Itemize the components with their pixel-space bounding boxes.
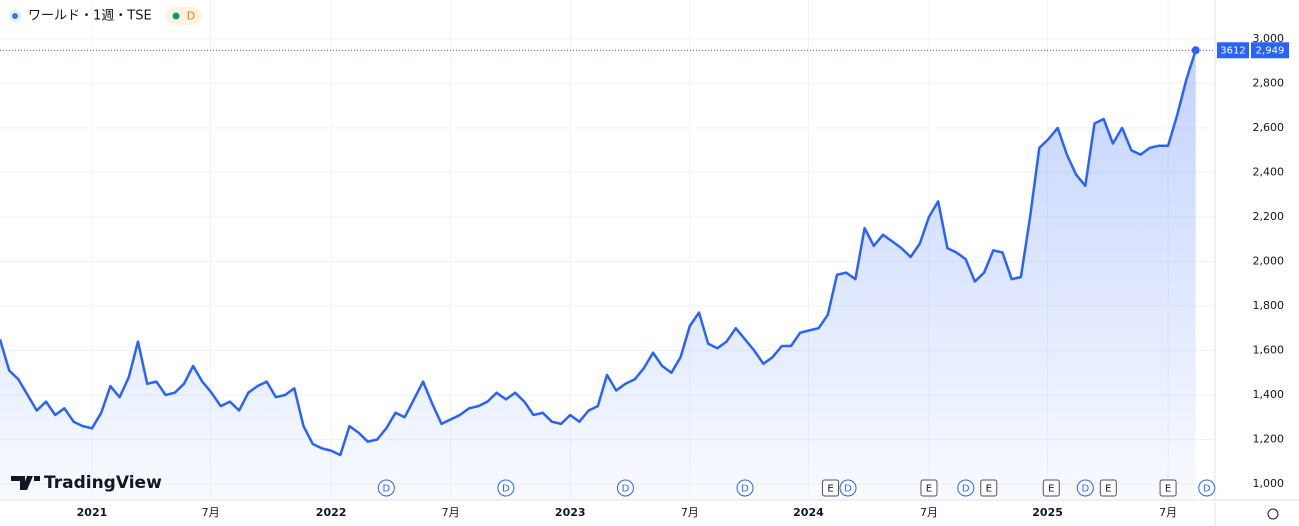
price-line: [0, 49, 1197, 457]
x-tick-label: 7月: [202, 506, 220, 519]
y-tick-label: 2,600: [1253, 121, 1285, 134]
y-tick-label: 1,600: [1253, 343, 1285, 356]
event-marker[interactable]: [497, 479, 515, 497]
event-label: E: [1105, 484, 1111, 495]
y-tick-label: 3,000: [1253, 32, 1285, 45]
x-tick-label: 2025: [1032, 506, 1063, 519]
x-tick-label: 7月: [1159, 506, 1177, 519]
event-label: D: [962, 484, 970, 495]
event-label: D: [622, 484, 630, 495]
event-label: E: [1165, 484, 1171, 495]
y-tick-label: 2,200: [1253, 210, 1285, 223]
y-tick-label: 1,400: [1253, 388, 1285, 401]
event-marker[interactable]: [920, 479, 938, 497]
symbol-tag: 3612: [1220, 45, 1245, 56]
status-dot: [172, 12, 180, 20]
x-tick-label: 2023: [555, 506, 586, 519]
x-tick-label: 7月: [442, 506, 460, 519]
badge[interactable]: D: [187, 10, 195, 23]
logo-mark: [11, 476, 40, 490]
header-title[interactable]: ワールド・1週・TSE: [28, 9, 152, 24]
x-tick-label: 2024: [793, 506, 824, 519]
event-label: E: [827, 484, 833, 495]
event-marker[interactable]: [1198, 479, 1216, 497]
event-label: E: [986, 484, 992, 495]
event-marker[interactable]: [377, 479, 395, 497]
settings-icon[interactable]: [1267, 508, 1279, 520]
symbol-tag-bg: [1217, 42, 1249, 59]
event-label: E: [926, 484, 932, 495]
price-tag: 2,949: [1256, 45, 1285, 56]
event-marker[interactable]: [980, 479, 998, 497]
symbol-icon: [12, 13, 18, 19]
event-label: D: [382, 484, 390, 495]
event-marker[interactable]: [616, 479, 634, 497]
event-label: D: [741, 484, 749, 495]
x-tick-label: 7月: [920, 506, 938, 519]
event-marker[interactable]: [736, 479, 754, 497]
event-marker[interactable]: [1042, 479, 1060, 497]
event-marker[interactable]: [839, 479, 857, 497]
price-tag-bg: [1251, 42, 1289, 59]
event-label: D: [1081, 484, 1089, 495]
x-tick-label: 7月: [681, 506, 699, 519]
x-tick-label: 2022: [316, 506, 347, 519]
last-point: [1191, 46, 1200, 55]
y-tick-label: 1,800: [1253, 299, 1285, 312]
y-tick-label: 2,000: [1253, 254, 1285, 267]
event-marker[interactable]: [957, 479, 975, 497]
event-marker[interactable]: [1099, 479, 1117, 497]
event-label: D: [502, 484, 510, 495]
event-label: E: [1048, 484, 1054, 495]
area-fill: [0, 50, 1196, 501]
badge-bg[interactable]: [166, 7, 202, 25]
event-marker[interactable]: [822, 479, 840, 497]
brand-name[interactable]: TradingView: [44, 473, 162, 493]
y-tick-label: 1,000: [1253, 477, 1285, 490]
y-tick-label: 2,800: [1253, 76, 1285, 89]
event-marker[interactable]: [1159, 479, 1177, 497]
event-label: D: [1203, 484, 1211, 495]
y-tick-label: 2,400: [1253, 165, 1285, 178]
brand-logo[interactable]: TradingView: [11, 473, 162, 493]
event-label: D: [844, 484, 852, 495]
y-tick-label: 1,200: [1253, 432, 1285, 445]
event-marker[interactable]: [1076, 479, 1094, 497]
x-tick-label: 2021: [77, 506, 108, 519]
